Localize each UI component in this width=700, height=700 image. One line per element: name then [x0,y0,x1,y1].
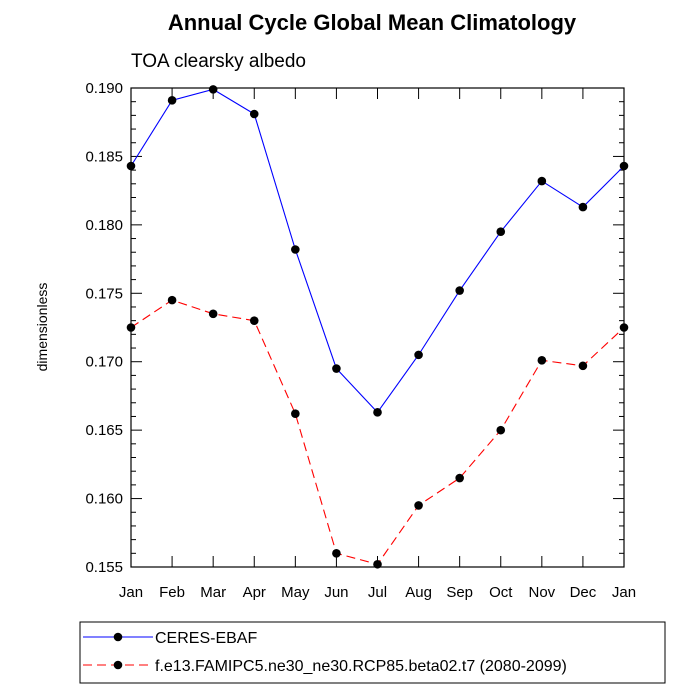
series-2-point [249,316,259,325]
chart-title: Annual Cycle Global Mean Climatology [168,10,577,35]
series-2-point [291,409,300,419]
legend-marker-2 [113,660,123,670]
y-tick-label: 0.160 [85,491,123,508]
series-2-point [578,361,588,371]
series-2-point [496,425,506,435]
series-2-point [332,549,341,558]
y-tick-label: 0.185 [85,148,123,165]
series-1-point [291,245,300,254]
legend-box [79,621,666,684]
legend-label-1: CERES-EBAF [155,630,257,647]
x-tick-label: Jan [612,584,636,601]
series-2-point [455,473,464,483]
series-line-2 [130,299,625,565]
series-1-point [208,85,218,94]
series-2-point [537,356,547,365]
series-layer [126,85,629,569]
series-1-point [249,109,259,119]
series-1-point [578,202,588,212]
y-tick-label: 0.175 [85,285,123,302]
series-1-point [455,286,464,295]
x-tick-label: Jul [368,584,387,601]
series-2-point [208,309,218,319]
y-tick-label: 0.180 [85,217,123,234]
series-1-point [496,227,506,236]
series-1-point [167,96,177,105]
y-tick-label: 0.155 [85,559,123,576]
series-1-point [373,408,382,417]
y-tick-label: 0.170 [85,354,123,371]
x-tick-label: Oct [489,584,513,601]
series-1-point [414,350,423,360]
plot-frame [130,87,625,568]
legend-label-2: f.e13.FAMIPC5.ne30_ne30.RCP85.beta02.t7 … [155,658,567,675]
x-tick-label: Mar [200,584,226,601]
x-tick-label: Dec [570,584,597,601]
x-tick-label: Apr [243,584,266,601]
x-tick-label: Feb [159,584,185,601]
series-1-point [537,176,547,186]
series-line-1 [130,88,625,414]
y-axis-label: dimensionless [34,283,50,372]
x-tick-label: Jun [324,584,348,601]
series-2-point [414,501,423,510]
chart-subtitle: TOA clearsky albedo [131,51,306,72]
x-tick-label: Jan [119,584,143,601]
axis-ticks: Jan Feb Mar Apr May Jun Jul Aug Sep Oct Nov Dec Jan 0… [85,80,636,601]
y-tick-label: 0.165 [85,422,123,439]
legend: CERES-EBAF f.e13.FAMIPC5.ne30_ne30.RCP85.… [79,621,666,684]
x-tick-label: Sep [446,584,473,601]
x-tick-label: Aug [405,584,432,601]
x-tick-label: May [281,584,310,601]
series-2-point [167,295,177,305]
series-1-point [332,364,341,373]
y-tick-label: 0.190 [85,80,123,97]
x-tick-label: Nov [528,584,555,601]
legend-marker-1 [113,632,123,642]
